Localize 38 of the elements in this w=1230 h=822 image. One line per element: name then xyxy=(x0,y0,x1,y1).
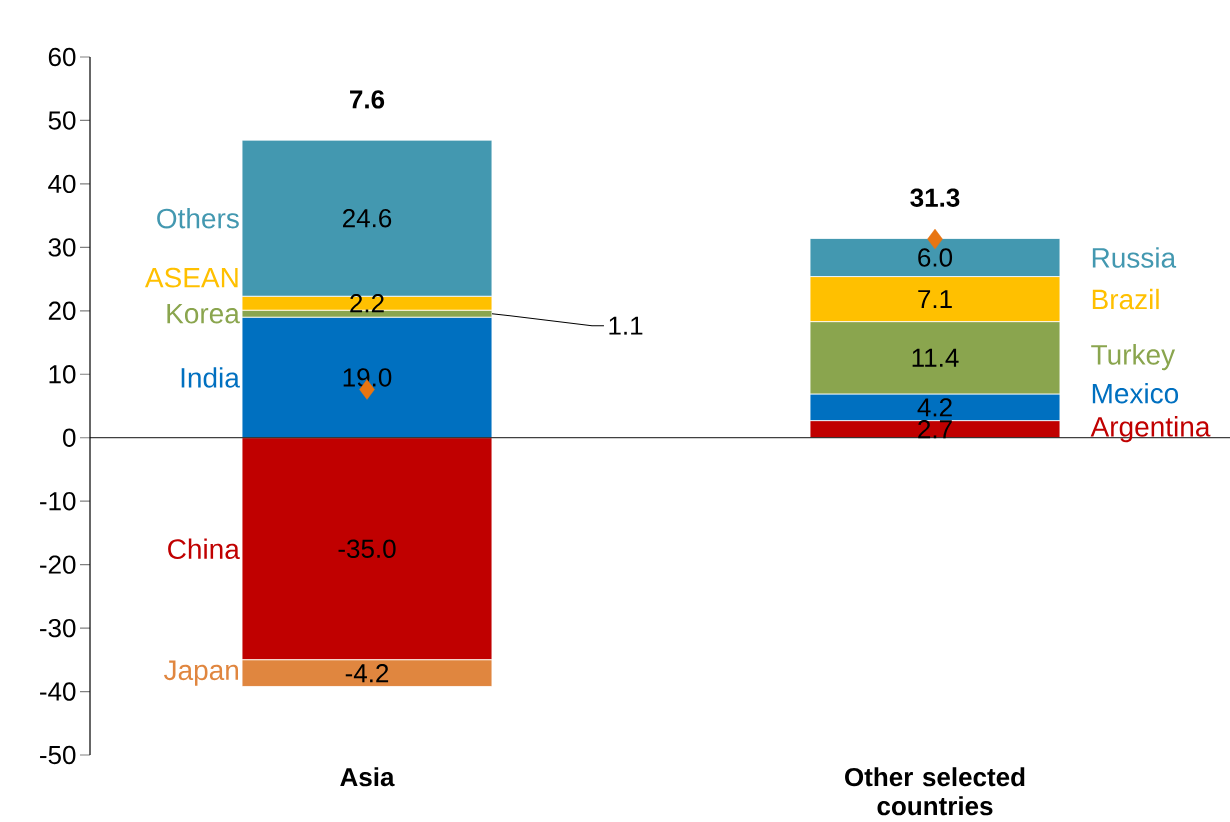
y-tick-label: -30 xyxy=(40,618,76,638)
data-label: 2.7 xyxy=(918,420,952,439)
y-tick-label: 0 xyxy=(63,428,76,447)
data-label: 24.6 xyxy=(343,208,392,228)
y-tick-label: 30 xyxy=(48,238,76,257)
series-label: Japan xyxy=(163,660,239,686)
y-tick-label: -50 xyxy=(40,745,76,765)
total-label: 31.3 xyxy=(910,188,960,207)
data-label: 19.0 xyxy=(343,368,392,387)
y-tick-label: 60 xyxy=(48,47,76,67)
y-tick-label: 10 xyxy=(49,365,76,384)
x-tick-label: Other selected countries xyxy=(845,767,1025,816)
data-label: 1.1 xyxy=(609,316,643,335)
y-tick-label: 50 xyxy=(48,111,76,130)
data-label: 2.2 xyxy=(350,294,384,313)
y-tick-label: -10 xyxy=(40,491,76,511)
series-label: Argentina xyxy=(1090,416,1211,443)
data-label: -35.0 xyxy=(338,539,396,558)
series-label: China xyxy=(168,538,240,560)
series-label: Korea xyxy=(167,303,240,324)
data-label: 6.0 xyxy=(918,248,953,267)
series-label: Others xyxy=(157,207,239,229)
series-label: India xyxy=(181,367,240,388)
series-label: Brazil xyxy=(1092,288,1159,310)
total-label: 7.6 xyxy=(350,90,385,109)
data-label: 7.1 xyxy=(918,290,952,309)
series-label: Turkey xyxy=(1091,344,1176,371)
data-label: 4.2 xyxy=(917,398,952,417)
y-tick-label: 40 xyxy=(48,174,76,194)
series-label: Russia xyxy=(1092,247,1177,268)
y-tick-label: 20 xyxy=(48,301,76,321)
y-tick-label: -40 xyxy=(40,682,76,701)
series-label: ASEAN xyxy=(144,267,238,288)
data-label: -4.2 xyxy=(345,664,389,683)
x-tick-label: Asia xyxy=(340,767,395,787)
data-label: 11.4 xyxy=(912,348,959,367)
series-label: Mexico xyxy=(1092,382,1179,404)
y-tick-label: -20 xyxy=(40,555,76,574)
